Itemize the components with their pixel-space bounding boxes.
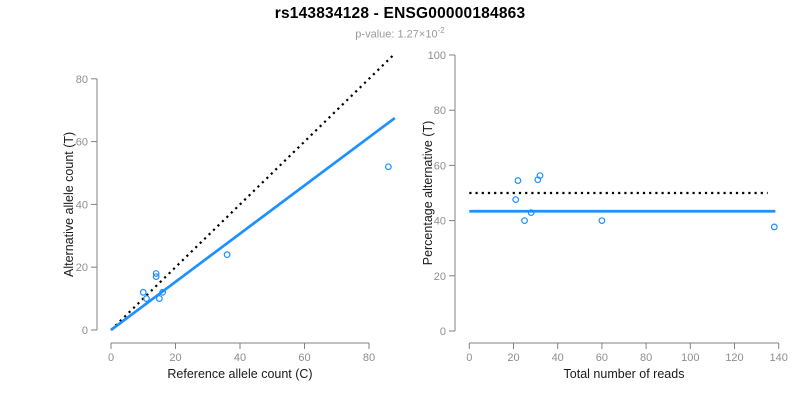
x-tick-label: 0	[108, 352, 114, 364]
x-tick-label: 20	[169, 352, 181, 364]
x-tick-label: 20	[507, 352, 519, 364]
pvalue-exponent: -2	[437, 26, 445, 35]
x-tick-label: 40	[234, 352, 246, 364]
identity-line	[110, 52, 396, 331]
x-tick-label: 120	[725, 352, 743, 364]
y-tick-label: 0	[440, 326, 446, 338]
data-point	[536, 172, 544, 180]
y-tick-label: 40	[76, 199, 88, 211]
plot-title: rs143834128 - ENSG00000184863	[274, 5, 526, 22]
data-point	[159, 288, 167, 296]
scatter-plots-canvas: 0 20 40 60 80 0 20 40 60 80 Reference allele count…	[62, 50, 788, 381]
data-point	[152, 273, 160, 281]
data-point	[770, 223, 778, 231]
x-tick-label: 140	[770, 352, 788, 364]
x-tick-label: 40	[552, 352, 564, 364]
y-tick-label: 60	[434, 160, 446, 172]
data-point	[512, 196, 520, 204]
left-panel-allele-counts: 0 20 40 60 80 0 20 40 60 80 Reference allele count…	[62, 52, 396, 381]
y-tick-label: 60	[76, 137, 88, 149]
x-tick-label: 60	[298, 352, 310, 364]
y-tick-label: 40	[434, 216, 446, 228]
data-point	[155, 295, 163, 303]
pvalue-text: p-value: 1.27×10	[355, 28, 438, 41]
regression-line	[110, 116, 396, 332]
y-tick-label: 100	[428, 50, 446, 62]
y-tick-label: 0	[82, 325, 88, 337]
data-point	[223, 251, 231, 259]
data-point	[598, 217, 606, 225]
plot-subtitle: p-value: 1.27×10-2	[0, 26, 800, 41]
x-axis-title: Total number of reads	[564, 367, 685, 381]
y-axis-title: Percentage alternative (T)	[421, 121, 435, 266]
x-tick-label: 100	[681, 352, 699, 364]
data-point	[384, 163, 392, 171]
data-point	[527, 209, 535, 216]
data-point	[152, 270, 160, 277]
y-axis-title: Alternative allele count (T)	[62, 132, 76, 277]
data-point	[521, 217, 528, 225]
x-tick-label: 80	[640, 352, 652, 364]
y-tick-label: 80	[76, 74, 88, 86]
x-tick-label: 0	[466, 352, 472, 364]
y-tick-label: 20	[76, 262, 88, 274]
data-point	[514, 177, 522, 184]
x-axis-title: Reference allele count (C)	[167, 367, 312, 381]
data-point	[143, 295, 150, 303]
data-point	[139, 288, 147, 296]
right-panel-percentage-vs-coverage: 0 20 40 60 80 100 120 140 0 20 40 60 80 100 Total numb…	[421, 50, 788, 381]
x-tick-label: 80	[363, 352, 375, 364]
y-tick-label: 20	[434, 271, 446, 283]
x-tick-label: 60	[596, 352, 608, 364]
y-tick-label: 80	[434, 105, 446, 117]
